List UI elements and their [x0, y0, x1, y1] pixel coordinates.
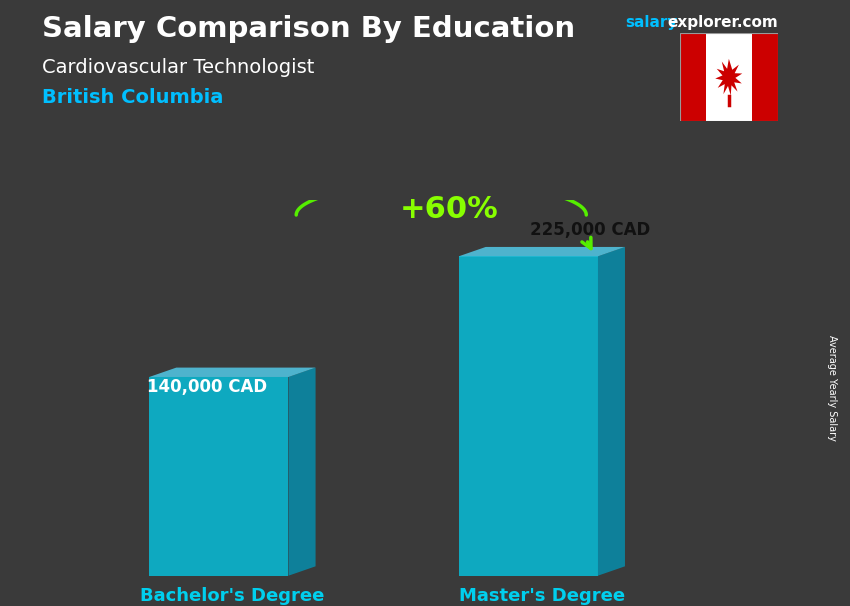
Polygon shape	[598, 247, 625, 576]
Text: 225,000 CAD: 225,000 CAD	[530, 221, 650, 239]
Polygon shape	[459, 247, 625, 256]
Polygon shape	[150, 368, 315, 377]
Text: 140,000 CAD: 140,000 CAD	[147, 378, 268, 396]
Polygon shape	[680, 33, 778, 121]
Text: Cardiovascular Technologist: Cardiovascular Technologist	[42, 58, 314, 76]
Text: Salary Comparison By Education: Salary Comparison By Education	[42, 15, 575, 43]
Text: Bachelor's Degree: Bachelor's Degree	[140, 587, 325, 605]
Text: British Columbia: British Columbia	[42, 88, 224, 107]
Polygon shape	[150, 377, 288, 576]
Text: explorer.com: explorer.com	[667, 15, 778, 30]
Polygon shape	[288, 368, 315, 576]
Polygon shape	[459, 256, 598, 576]
Text: +60%: +60%	[400, 195, 498, 224]
Polygon shape	[680, 33, 706, 121]
Polygon shape	[715, 59, 742, 96]
Text: Master's Degree: Master's Degree	[459, 587, 625, 605]
Polygon shape	[751, 33, 778, 121]
Text: salary: salary	[625, 15, 677, 30]
Text: Average Yearly Salary: Average Yearly Salary	[827, 335, 837, 441]
